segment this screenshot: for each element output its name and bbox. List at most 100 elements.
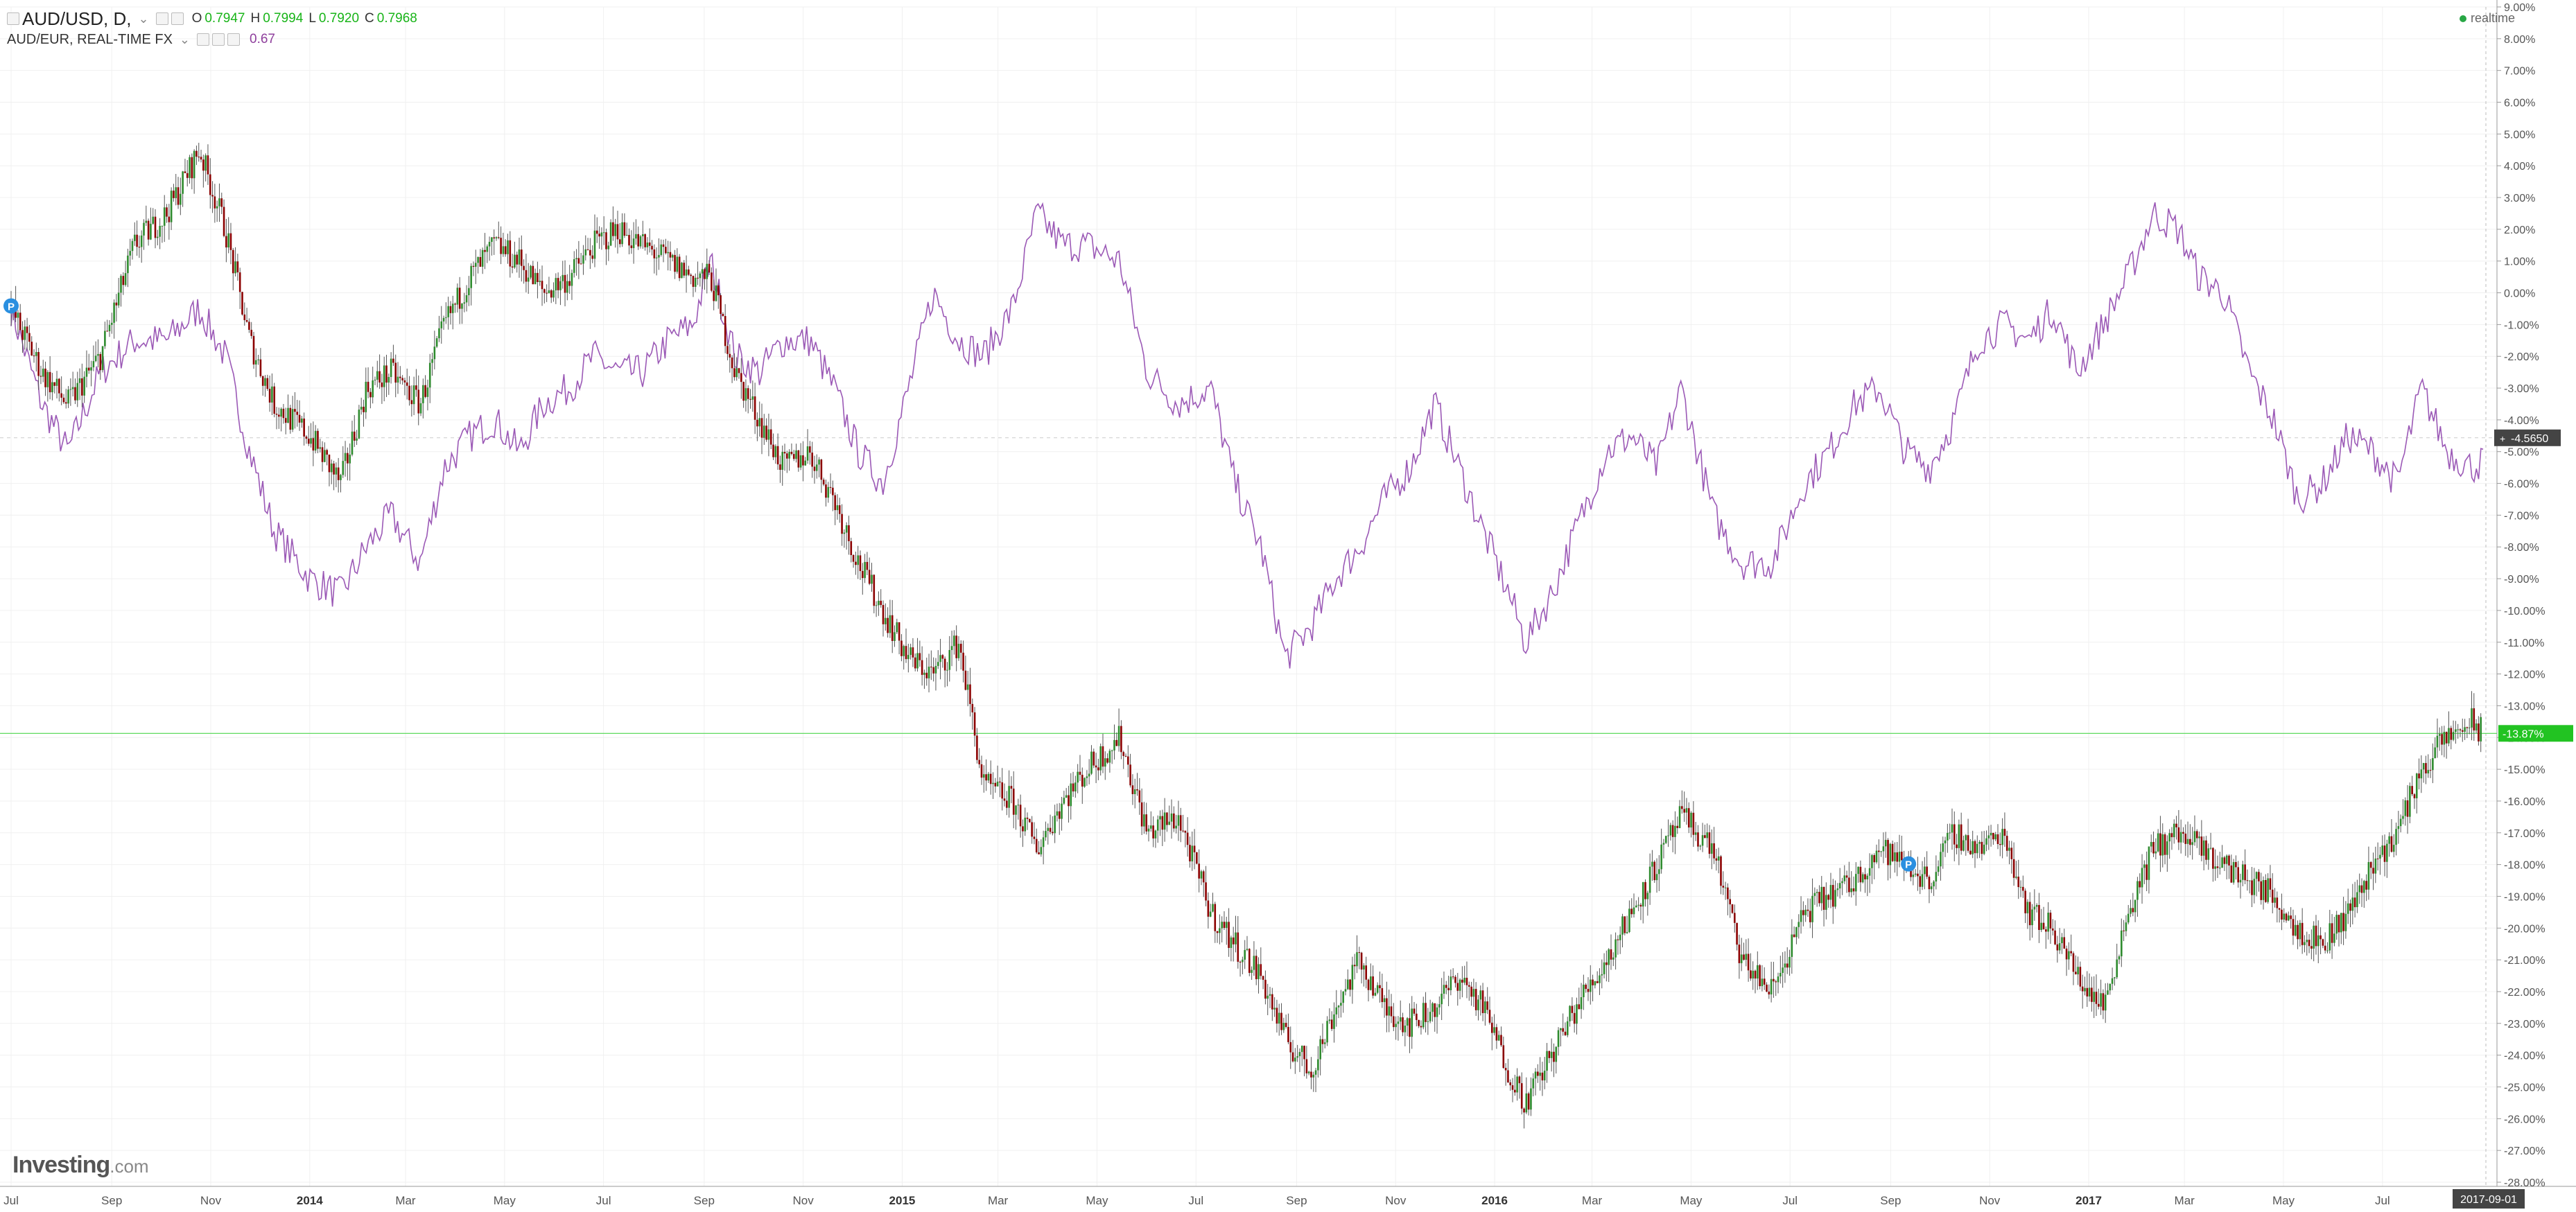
candle-body [1084, 778, 1086, 787]
candle-body [504, 246, 507, 254]
candle-body [1262, 976, 1264, 980]
candle-body [278, 414, 280, 417]
candle-body [2198, 836, 2200, 838]
candle-body [502, 246, 505, 254]
settings-icon[interactable] [197, 33, 210, 46]
candle-body [905, 646, 907, 660]
settings-icon[interactable] [155, 12, 168, 25]
candle-body [834, 495, 836, 511]
candle-body [1912, 875, 1915, 877]
candle-body [2182, 832, 2184, 834]
symbol-title[interactable]: AUD/USD, D, [22, 8, 132, 29]
candle-body [1346, 979, 1349, 990]
candle-body [665, 247, 667, 254]
candle-body [555, 278, 557, 291]
candle-body [1578, 1004, 1581, 1010]
candle-body [1511, 1085, 1514, 1090]
collapse-legend-button[interactable] [7, 12, 19, 25]
candle-body [1054, 815, 1056, 834]
candle-body [783, 452, 786, 454]
candle-body [64, 402, 67, 404]
candle-body [1463, 977, 1465, 983]
candle-body [2434, 747, 2436, 758]
candle-body [697, 277, 699, 279]
candle-body [390, 358, 392, 378]
candle-body [163, 207, 166, 226]
x-tick-label: 2017 [2075, 1194, 2102, 1207]
candle-body [1472, 989, 1475, 997]
current-date-badge [2453, 1189, 2525, 1209]
candle-body [97, 353, 99, 356]
candle-body [49, 371, 51, 393]
candle-body [2170, 833, 2173, 838]
candle-body [2441, 734, 2443, 745]
candle-body [1960, 824, 1963, 851]
candle-body [648, 242, 651, 246]
x-tick-label: Sep [1880, 1194, 1901, 1207]
candle-body [1889, 843, 1892, 866]
y-tick-label: -19.00% [2504, 891, 2545, 903]
candle-body [2283, 913, 2286, 920]
investing-logo: Investing.com [12, 1152, 149, 1179]
candle-body [397, 376, 399, 383]
hide-icon[interactable] [171, 12, 184, 25]
compare-symbol-title[interactable]: AUD/EUR, REAL-TIME FX [7, 31, 173, 47]
x-tick-label: 2015 [889, 1194, 916, 1207]
candle-body [1811, 895, 1813, 922]
hide-icon[interactable] [212, 33, 225, 46]
candle-body [2436, 735, 2439, 748]
realtime-label: realtime [2470, 11, 2515, 25]
chevron-down-icon[interactable]: ⌄ [179, 32, 191, 46]
candle-body [1040, 847, 1043, 854]
candle-body [424, 385, 426, 397]
candle-body [2035, 904, 2038, 907]
candle-body [1928, 877, 1931, 890]
chevron-down-icon[interactable]: ⌄ [138, 11, 149, 26]
candle-body [1947, 832, 1949, 841]
candle-body [1930, 886, 1933, 890]
candle-body [1573, 1012, 1576, 1024]
compare-series-path [10, 202, 2484, 669]
candle-body [1583, 984, 1585, 998]
candle-body [381, 382, 383, 387]
candle-body [2005, 836, 2008, 851]
candle-body [33, 355, 35, 356]
candle-body [186, 173, 189, 178]
candle-body [722, 313, 724, 317]
candle-body [1836, 888, 1839, 890]
candle-body [1793, 934, 1795, 938]
candle-body [1992, 832, 1994, 840]
candle-body [2177, 827, 2180, 843]
candle-body [573, 259, 575, 273]
candle-body [1784, 963, 1786, 968]
candle-body [2081, 986, 2084, 992]
candle-body [426, 387, 429, 397]
candle-body [1789, 956, 1791, 968]
candle-body [557, 278, 559, 290]
candle-body [447, 306, 449, 317]
candle-body [1599, 975, 1601, 983]
event-marker-label: P [1905, 859, 1912, 871]
candle-body [358, 410, 360, 439]
candle-body [1944, 840, 1947, 843]
time-axis[interactable]: Jul Sep Nov 2014 Mar May Jul Sep Nov 2015 Mar May Ju… [3, 1194, 2390, 1207]
current-date-label: 2017-09-01 [2460, 1194, 2517, 1206]
event-markers[interactable]: PP [3, 298, 1917, 872]
candle-body [191, 157, 193, 179]
candle-body [451, 304, 454, 313]
candle-body [55, 378, 58, 386]
candle-body [1727, 887, 1729, 899]
candle-body [1159, 816, 1161, 820]
candle-body [921, 660, 923, 675]
candle-body [1413, 1008, 1416, 1014]
x-tick-label: Mar [988, 1194, 1009, 1207]
candle-body [1715, 858, 1718, 861]
candle-body [289, 407, 292, 430]
candle-body [2015, 877, 2017, 878]
price-axis[interactable]: 9.00% 8.00% 7.00% 6.00% 5.00% 4.00% 3.00% 2.00%… [2497, 2, 2545, 1189]
candle-body [1878, 850, 1880, 852]
close-icon[interactable] [227, 33, 241, 46]
candle-body [1445, 985, 1447, 988]
candle-body [2100, 993, 2102, 1007]
